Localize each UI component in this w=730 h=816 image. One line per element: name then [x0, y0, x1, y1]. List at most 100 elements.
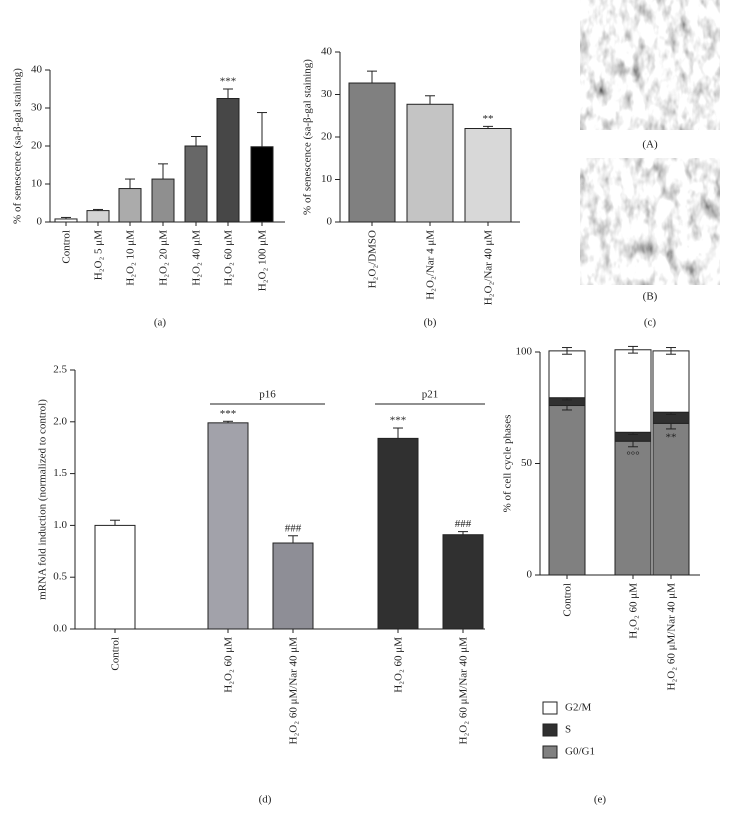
- micrograph: [580, 0, 720, 130]
- y-tick-label: 0: [37, 216, 43, 228]
- x-tick-label: H₂O₂ 60 μM/Nar 40 μM: [666, 583, 678, 691]
- error-bar: [61, 216, 71, 219]
- x-tick-label: Control: [110, 637, 122, 671]
- legend-swatch: [542, 701, 558, 715]
- bar: [86, 210, 110, 223]
- legend-label: S: [565, 724, 571, 736]
- image-label: (A): [642, 139, 658, 151]
- y-tick-label: 30: [31, 102, 43, 114]
- x-tick-label: H₂O₂ 40 μM: [191, 230, 203, 286]
- bar: [406, 103, 454, 223]
- bar-segment: [652, 350, 690, 413]
- bar: [207, 422, 249, 630]
- bar: [118, 188, 142, 223]
- error-bar: [288, 535, 298, 544]
- significance: °°°: [626, 449, 639, 461]
- significance: ###: [455, 518, 472, 530]
- bar-segment: [548, 350, 586, 399]
- y-axis-label: % of senescence (sa-β-gal staining): [12, 68, 24, 224]
- y-axis-label: % of cell cycle phases: [502, 415, 514, 513]
- x-tick-label: H₂O₂ 60 μM: [628, 583, 640, 639]
- y-axis-label: mRNA fold induction (normalized to contr…: [37, 399, 49, 600]
- panel-label: (b): [424, 317, 437, 329]
- panel-label: (a): [154, 317, 167, 329]
- y-tick-label: 0: [527, 569, 533, 581]
- bar: [464, 128, 512, 223]
- error-bar: [223, 420, 233, 423]
- x-tick-label: H₂O₂ 60 μM: [393, 637, 405, 693]
- error-bar: [458, 531, 468, 535]
- x-tick-label: Control: [61, 230, 73, 264]
- significance: ***: [220, 76, 237, 88]
- error-bar: [191, 136, 201, 146]
- x-tick-label: H₂O₂ 60 μM: [223, 230, 235, 286]
- micrograph: [580, 158, 720, 285]
- error-bar: [125, 178, 135, 189]
- bar: [348, 82, 396, 223]
- x-tick-label: H₂O₂ 5 μM: [93, 230, 105, 280]
- panel-label: (c): [644, 317, 657, 329]
- x-tick-label: H₂O₂ 20 μM: [158, 230, 170, 286]
- legend-swatch: [542, 723, 558, 737]
- y-tick-label: 100: [516, 346, 533, 358]
- x-tick-label: H₂O₂/Nar 4 μM: [425, 230, 437, 300]
- y-tick-label: 20: [31, 140, 43, 152]
- bar: [184, 145, 208, 223]
- y-tick-label: 40: [321, 46, 333, 58]
- significance: ***: [390, 415, 407, 427]
- y-tick-label: 0.0: [53, 623, 67, 635]
- error-bar: [110, 519, 120, 526]
- panel-label: (d): [259, 794, 272, 806]
- y-tick-label: 50: [521, 457, 533, 469]
- error-bar: [257, 112, 267, 147]
- bar: [151, 178, 175, 223]
- significance: ###: [285, 522, 302, 534]
- image-label: (B): [643, 291, 658, 303]
- bar-segment: [614, 440, 652, 576]
- significance: ***: [220, 408, 237, 420]
- bar: [272, 542, 314, 630]
- legend-label: G0/G1: [565, 746, 595, 758]
- y-axis-label: % of senescence (sa-β-gal staining): [302, 59, 314, 215]
- significance: **: [483, 113, 494, 125]
- error-bar: [666, 347, 676, 355]
- bar-segment: [548, 405, 586, 576]
- legend-label: G2/M: [565, 702, 592, 714]
- x-tick-label: H₂O₂ 60 μM/Nar 40 μM: [288, 637, 300, 745]
- y-tick-label: 2.5: [53, 364, 67, 376]
- error-bar: [223, 88, 233, 99]
- error-bar: [483, 125, 493, 129]
- error-bar: [393, 427, 403, 439]
- bar: [216, 98, 240, 223]
- y-tick-label: 0.5: [53, 571, 67, 583]
- y-tick-label: 40: [31, 64, 43, 76]
- x-tick-label: H₂O₂ 100 μM: [257, 230, 269, 291]
- group-label: p21: [422, 389, 439, 401]
- error-bar: [93, 208, 103, 211]
- legend-swatch: [542, 745, 558, 759]
- y-tick-label: 30: [321, 88, 333, 100]
- bar: [250, 146, 274, 223]
- x-tick-label: H₂O₂ 60 μM: [223, 637, 235, 693]
- group-label: p16: [259, 389, 276, 401]
- y-tick-label: 1.0: [53, 519, 67, 531]
- error-bar: [425, 95, 435, 105]
- panel-label: (e): [594, 794, 607, 806]
- y-tick-label: 20: [321, 131, 333, 143]
- bar: [442, 534, 484, 630]
- x-tick-label: H₂O₂/DMSO: [367, 230, 379, 288]
- significance: **: [666, 431, 677, 443]
- bar-segment: [614, 349, 652, 433]
- error-bar: [158, 163, 168, 180]
- bar: [54, 218, 78, 223]
- y-tick-label: 2.0: [53, 415, 67, 427]
- y-tick-label: 10: [321, 173, 333, 185]
- bar-segment: [652, 422, 690, 576]
- error-bar: [628, 345, 638, 354]
- x-tick-label: H₂O₂ 10 μM: [125, 230, 137, 286]
- y-tick-label: 0: [327, 216, 333, 228]
- bar: [377, 437, 419, 630]
- x-tick-label: Control: [562, 583, 574, 617]
- error-bar: [562, 347, 572, 355]
